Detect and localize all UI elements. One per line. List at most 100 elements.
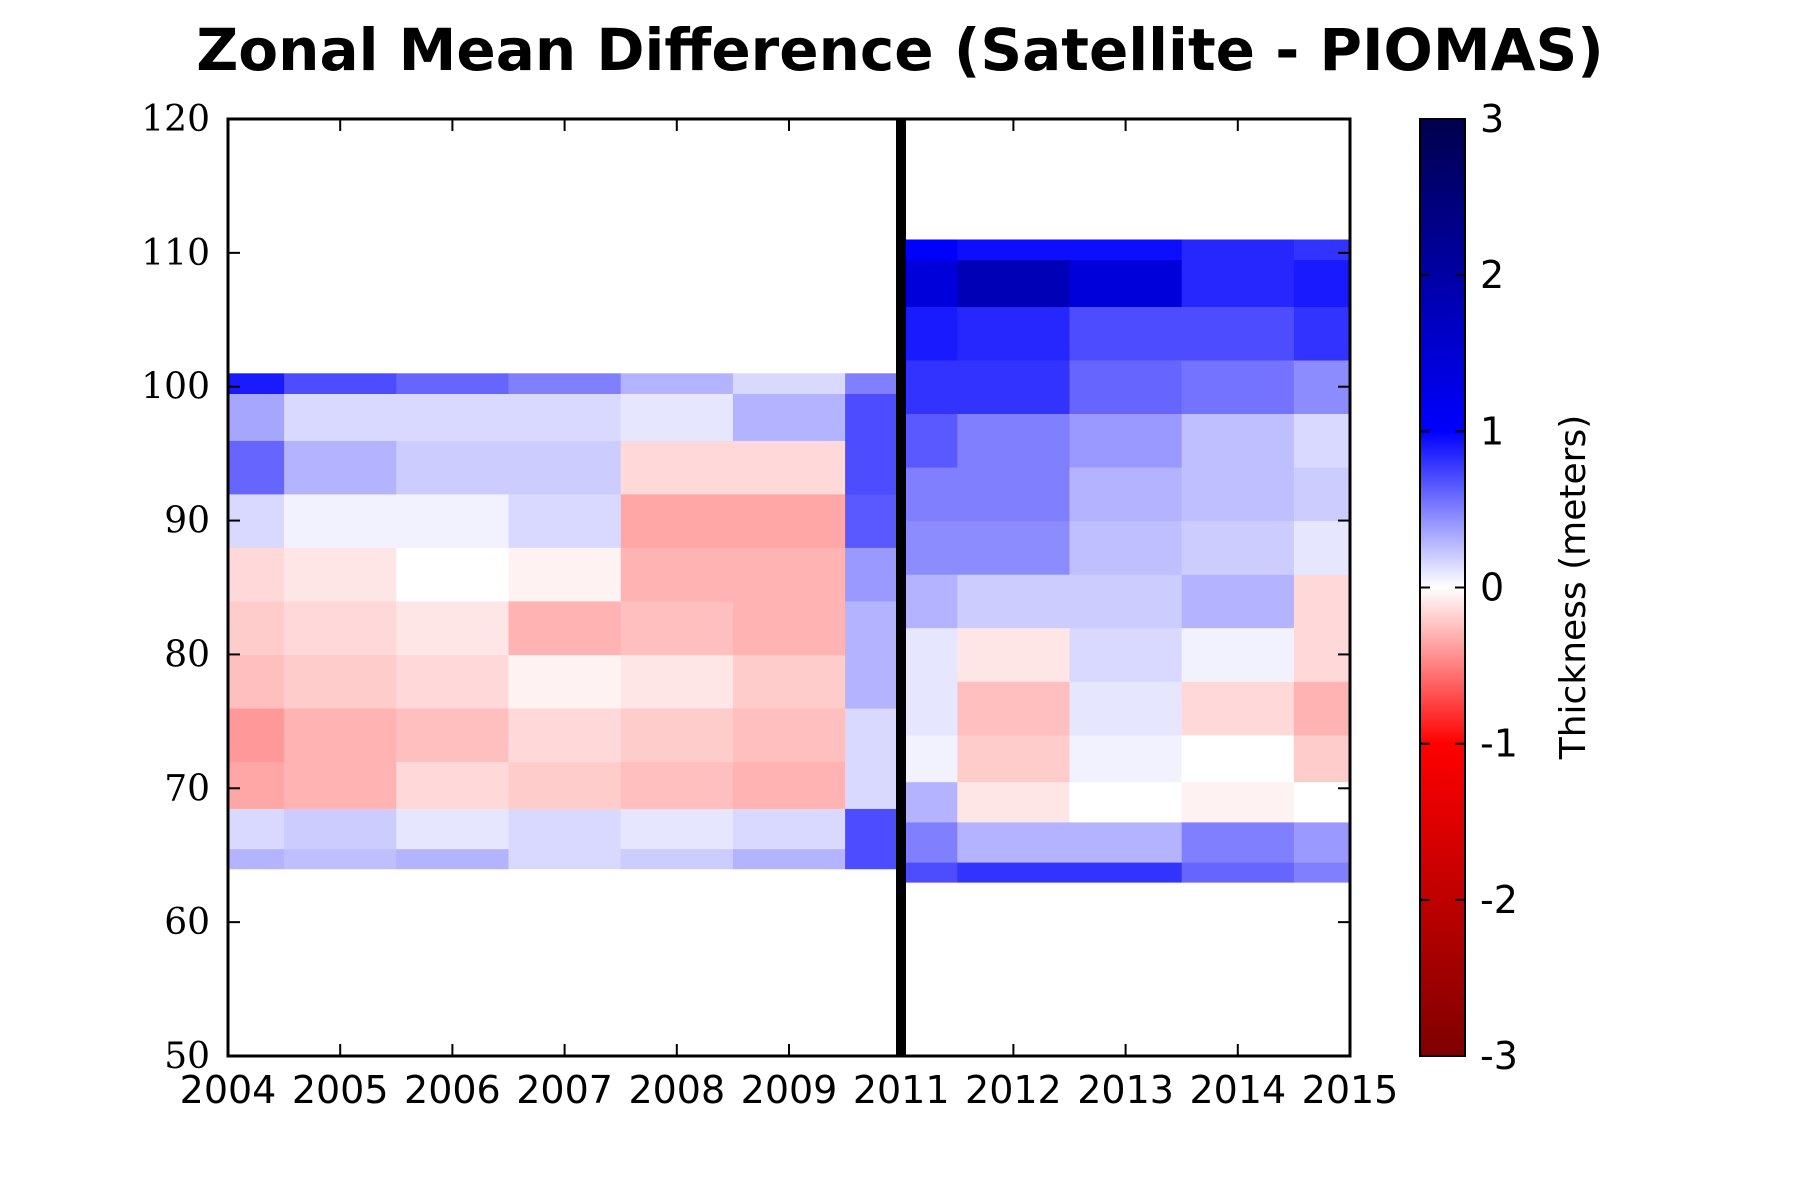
heatmap-cell (1181, 306, 1295, 361)
heatmap-cell (1293, 306, 1350, 361)
heatmap-cell (845, 547, 901, 602)
y-tick-label: 70 (164, 768, 210, 809)
heatmap-cell (732, 848, 846, 870)
heatmap-cell (957, 574, 1071, 629)
ticks-layer: 2004 2005 2006 2007 2008 2009 2011 2012 2013 2014… (141, 99, 1398, 1112)
heatmap-cell (1181, 734, 1295, 783)
heatmap-cell (508, 440, 622, 495)
heatmap-cell (396, 808, 510, 850)
heatmap-cell (732, 393, 846, 441)
x-tick-label: 2013 (1077, 1068, 1174, 1112)
heatmap-cell (1069, 861, 1183, 883)
heatmap-cell (845, 808, 901, 850)
heatmap-cell (1069, 239, 1183, 261)
heatmap-cell (508, 808, 622, 850)
heatmap-cell (1069, 734, 1183, 783)
heatmap-cell (228, 761, 285, 809)
heatmap-cell (396, 848, 510, 870)
y-tick-label: 80 (164, 634, 210, 675)
heatmap-cell (845, 761, 901, 809)
heatmap-cell (396, 708, 510, 763)
heatmap-cell (732, 600, 846, 655)
heatmap-cell (620, 848, 734, 870)
heatmap-cell (1181, 861, 1295, 883)
heatmap-cell (1293, 861, 1350, 883)
heatmap-cell (396, 393, 510, 441)
heatmap-cell (228, 600, 285, 655)
heatmap-cell (957, 306, 1071, 361)
x-tick-label: 2005 (292, 1068, 389, 1112)
heatmap-cell (957, 781, 1071, 823)
heatmap-cell (228, 547, 285, 602)
heatmap-cell (732, 708, 846, 763)
heatmap-cell (957, 821, 1071, 863)
heatmap-cell (1293, 467, 1350, 522)
heatmap-cell (620, 600, 734, 655)
heatmap-cell (957, 359, 1071, 414)
heatmap-cell (845, 440, 901, 495)
heatmap-cell (901, 239, 958, 261)
heatmap-cell (1293, 520, 1350, 575)
heatmap-cell (1293, 259, 1350, 307)
heatmap-cell (1181, 239, 1295, 261)
heatmap-cell (957, 259, 1071, 307)
heatmap-cell (732, 761, 846, 809)
heatmap-cell (1069, 413, 1183, 468)
heatmap-cell (1293, 574, 1350, 629)
chart-title: Zonal Mean Difference (Satellite - PIOMA… (196, 16, 1604, 84)
heatmap-cell (508, 600, 622, 655)
heatmap-cell (1181, 359, 1295, 414)
heatmap-cell (620, 373, 734, 394)
heatmap-cell (396, 373, 510, 394)
heatmap-cell (508, 393, 622, 441)
heatmap-cell (396, 493, 510, 548)
heatmap-cell (901, 574, 958, 629)
heatmap-cell (508, 493, 622, 548)
heatmap-cell (620, 708, 734, 763)
heatmap-cell (1181, 627, 1295, 682)
heatmap-cell (1069, 259, 1183, 307)
y-tick-label: 50 (164, 1036, 210, 1077)
heatmap-cell (1181, 574, 1295, 629)
heatmap-cell (1293, 821, 1350, 863)
heatmap-cell (508, 761, 622, 809)
heatmap-cell (508, 708, 622, 763)
heatmap-cell (1293, 681, 1350, 736)
heatmap-cell (901, 520, 958, 575)
x-tick-label: 2015 (1302, 1068, 1399, 1112)
x-tick-label: 2004 (180, 1068, 277, 1112)
colorbar-tick-label: -2 (1480, 878, 1518, 922)
heatmap-cell (228, 373, 285, 394)
y-tick-label: 100 (141, 367, 210, 408)
heatmap-cell (957, 413, 1071, 468)
heatmap-cell (957, 734, 1071, 783)
heatmap-cell (620, 761, 734, 809)
heatmap-cell (508, 373, 622, 394)
heatmap-cell (1181, 681, 1295, 736)
heatmap-cell (1069, 681, 1183, 736)
y-tick-label: 90 (164, 501, 210, 542)
heatmap-cell (284, 393, 397, 441)
heatmap-cell (228, 708, 285, 763)
x-tick-label: 2008 (628, 1068, 725, 1112)
heatmap-cell (845, 654, 901, 709)
heatmap-cell (901, 467, 958, 522)
heatmap-cell (396, 761, 510, 809)
heatmap-cell (228, 440, 285, 495)
heatmap-cell (732, 440, 846, 495)
heatmap-cell (284, 373, 397, 394)
heatmap-cell (901, 306, 958, 361)
colorbar-ticks: 3 2 1 0 -1 -2 -3 (1420, 97, 1518, 1078)
heatmap-cell (228, 654, 285, 709)
heatmap-cell (1181, 413, 1295, 468)
heatmap-cell (1069, 627, 1183, 682)
heatmap-cell (228, 808, 285, 850)
heatmap-cell (845, 848, 901, 870)
heatmap-cell (732, 808, 846, 850)
heatmap-cell (901, 781, 958, 823)
heatmap-cell (284, 808, 397, 850)
heatmap-cell (845, 493, 901, 548)
heatmap-cell (396, 547, 510, 602)
y-tick-label: 120 (141, 99, 210, 140)
